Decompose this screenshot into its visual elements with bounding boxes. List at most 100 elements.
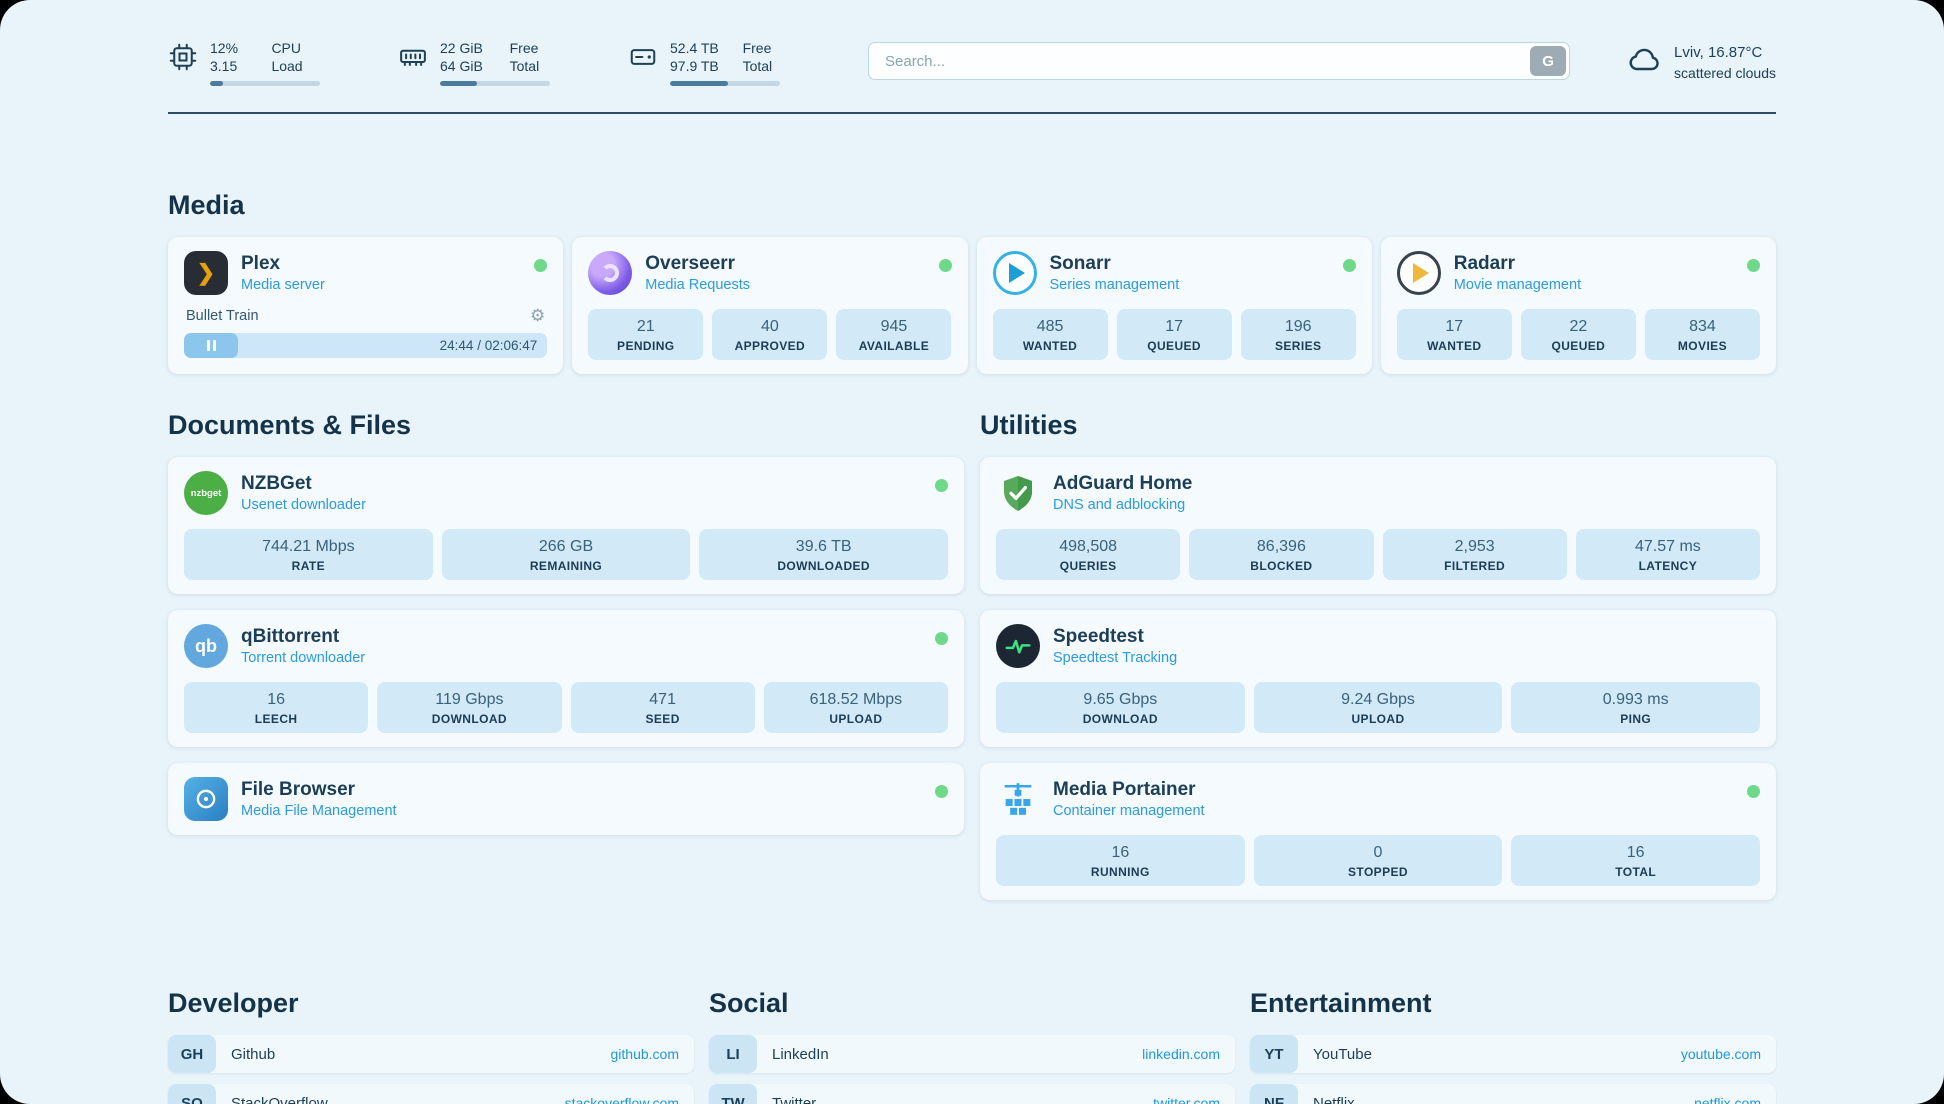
speedtest-icon bbox=[996, 624, 1040, 668]
bookmark-url[interactable]: stackoverflow.com bbox=[564, 1095, 679, 1104]
section-title-entertainment: Entertainment bbox=[1250, 988, 1432, 1018]
service-subtitle: Media File Management bbox=[241, 803, 397, 819]
service-card-overseerr[interactable]: Overseerr Media Requests 21 PENDING 40 A… bbox=[572, 237, 968, 374]
service-card-nzbget[interactable]: nzbget NZBGet Usenet downloader 744.21 M… bbox=[168, 457, 964, 594]
header-divider bbox=[168, 112, 1776, 114]
service-card-speedtest[interactable]: Speedtest Speedtest Tracking 9.65 Gbps D… bbox=[980, 610, 1776, 747]
stat-box: 86,396 BLOCKED bbox=[1189, 529, 1374, 580]
service-card-portainer[interactable]: Media Portainer Container management 16 … bbox=[980, 763, 1776, 900]
bookmark-abbr: LI bbox=[709, 1035, 757, 1073]
ram-free-label: Free bbox=[509, 40, 539, 56]
stat-box: 40 APPROVED bbox=[712, 309, 828, 360]
weather-condition: scattered clouds bbox=[1674, 64, 1776, 81]
service-subtitle: Media Requests bbox=[645, 277, 751, 293]
stat-box: 2,953 FILTERED bbox=[1382, 529, 1567, 580]
status-dot bbox=[1342, 259, 1356, 272]
radarr-icon bbox=[1396, 251, 1441, 295]
service-name: Speedtest bbox=[1053, 626, 1144, 647]
cpu-widget: 12% CPU 3.15 Load bbox=[168, 40, 320, 86]
ram-progress-bar bbox=[440, 81, 550, 86]
weather-location: Lviv, 16.87°C bbox=[1674, 43, 1763, 61]
bookmark-url[interactable]: linkedin.com bbox=[1142, 1046, 1220, 1062]
stat-box: 945 AVAILABLE bbox=[836, 309, 952, 360]
bookmark-group-entertainment: Entertainment YT YouTube youtube.com NF … bbox=[1250, 988, 1776, 1104]
cpu-label: CPU bbox=[271, 40, 301, 56]
cpu-icon bbox=[168, 42, 198, 86]
sonarr-icon bbox=[992, 251, 1037, 295]
section-title-developer: Developer bbox=[168, 988, 299, 1018]
bookmark-row-netflix[interactable]: NF Netflix netflix.com bbox=[1250, 1084, 1776, 1104]
bookmark-row-github[interactable]: GH Github github.com bbox=[168, 1035, 694, 1073]
bookmark-name: YouTube bbox=[1313, 1045, 1372, 1063]
now-playing-title: Bullet Train bbox=[186, 307, 259, 324]
section-title-social: Social bbox=[709, 988, 789, 1018]
service-name: Media Portainer bbox=[1053, 779, 1196, 800]
service-card-filebrowser[interactable]: File Browser Media File Management bbox=[168, 763, 964, 835]
search-input[interactable] bbox=[868, 42, 1571, 80]
service-card-plex[interactable]: ❯ Plex Media server Bullet Train ⚙ 24:44… bbox=[168, 237, 564, 374]
status-dot bbox=[534, 259, 548, 272]
service-subtitle: Container management bbox=[1053, 803, 1205, 819]
bookmark-abbr: NF bbox=[1250, 1084, 1298, 1104]
service-card-radarr[interactable]: Radarr Movie management 17 WANTED 22 QUE… bbox=[1380, 237, 1776, 374]
stat-box: 618.52 Mbps UPLOAD bbox=[763, 682, 948, 733]
ram-icon bbox=[398, 42, 428, 86]
service-subtitle: Movie management bbox=[1453, 277, 1582, 293]
bookmark-row-linkedin[interactable]: LI LinkedIn linkedin.com bbox=[709, 1035, 1235, 1073]
bookmark-row-twitter[interactable]: TW Twitter twitter.com bbox=[709, 1084, 1235, 1104]
playback-progress-bar[interactable]: 24:44 / 02:06:47 bbox=[184, 333, 548, 358]
disk-free-label: Free bbox=[742, 40, 772, 56]
bookmark-row-youtube[interactable]: YT YouTube youtube.com bbox=[1250, 1035, 1776, 1073]
bookmark-url[interactable]: youtube.com bbox=[1680, 1046, 1761, 1062]
service-subtitle: Media server bbox=[241, 277, 325, 293]
service-card-adguard[interactable]: AdGuard Home DNS and adblocking 498,508 … bbox=[980, 457, 1776, 594]
cpu-load-value: 3.15 bbox=[210, 58, 238, 74]
stat-box: 0.993 ms PING bbox=[1511, 682, 1761, 733]
disk-free-value: 52.4 TB bbox=[670, 40, 719, 56]
stat-box: 47.57 ms LATENCY bbox=[1575, 529, 1760, 580]
pause-icon[interactable] bbox=[184, 333, 239, 358]
search-engine-button[interactable]: G bbox=[1530, 46, 1567, 76]
ram-free-value: 22 GiB bbox=[440, 40, 483, 56]
stat-box: 744.21 Mbps RATE bbox=[184, 529, 433, 580]
section-title-media: Media bbox=[168, 190, 245, 220]
service-name: NZBGet bbox=[241, 473, 312, 494]
status-dot bbox=[935, 479, 948, 492]
service-name: AdGuard Home bbox=[1053, 473, 1193, 494]
bookmark-name: Twitter bbox=[772, 1094, 817, 1104]
service-name: Sonarr bbox=[1049, 253, 1111, 274]
stat-box: 498,508 QUERIES bbox=[996, 529, 1181, 580]
disk-total-label: Total bbox=[742, 58, 773, 74]
bookmark-row-stackoverflow[interactable]: SO StackOverflow stackoverflow.com bbox=[168, 1084, 694, 1104]
stat-box: 266 GB REMAINING bbox=[441, 529, 691, 580]
bookmark-name: StackOverflow bbox=[231, 1094, 328, 1104]
service-card-qbittorrent[interactable]: qb qBittorrent Torrent downloader 16 LEE… bbox=[168, 610, 964, 747]
stat-box: 9.65 Gbps DOWNLOAD bbox=[996, 682, 1245, 733]
stat-box: 471 SEED bbox=[570, 682, 755, 733]
stat-box: 22 QUEUED bbox=[1520, 309, 1636, 360]
service-name: Overseerr bbox=[645, 253, 736, 274]
cpu-usage-value: 12% bbox=[210, 40, 239, 56]
bookmark-url[interactable]: github.com bbox=[610, 1046, 679, 1062]
stat-box: 16 LEECH bbox=[184, 682, 369, 733]
service-subtitle: DNS and adblocking bbox=[1053, 497, 1186, 513]
settings-gear-icon[interactable]: ⚙ bbox=[530, 306, 546, 325]
disk-progress-bar bbox=[670, 81, 780, 86]
stat-box: 16 TOTAL bbox=[1511, 835, 1761, 886]
ram-widget: 22 GiB Free 64 GiB Total bbox=[398, 40, 550, 86]
stat-box: 21 PENDING bbox=[588, 309, 704, 360]
cpu-progress-bar bbox=[210, 81, 320, 86]
service-name: qBittorrent bbox=[241, 626, 340, 647]
service-card-sonarr[interactable]: Sonarr Series management 485 WANTED 17 Q… bbox=[976, 237, 1372, 374]
bookmark-url[interactable]: netflix.com bbox=[1694, 1095, 1761, 1104]
service-name: Plex bbox=[241, 253, 281, 274]
cpu-load-label: Load bbox=[271, 58, 303, 74]
ram-total-value: 64 GiB bbox=[440, 58, 483, 74]
service-name: Radarr bbox=[1453, 253, 1515, 274]
stat-box: 119 Gbps DOWNLOAD bbox=[377, 682, 562, 733]
disk-icon bbox=[628, 42, 658, 86]
stat-box: 17 WANTED bbox=[1396, 309, 1512, 360]
bookmark-abbr: YT bbox=[1250, 1035, 1298, 1073]
status-dot bbox=[938, 259, 952, 272]
bookmark-url[interactable]: twitter.com bbox=[1153, 1095, 1220, 1104]
